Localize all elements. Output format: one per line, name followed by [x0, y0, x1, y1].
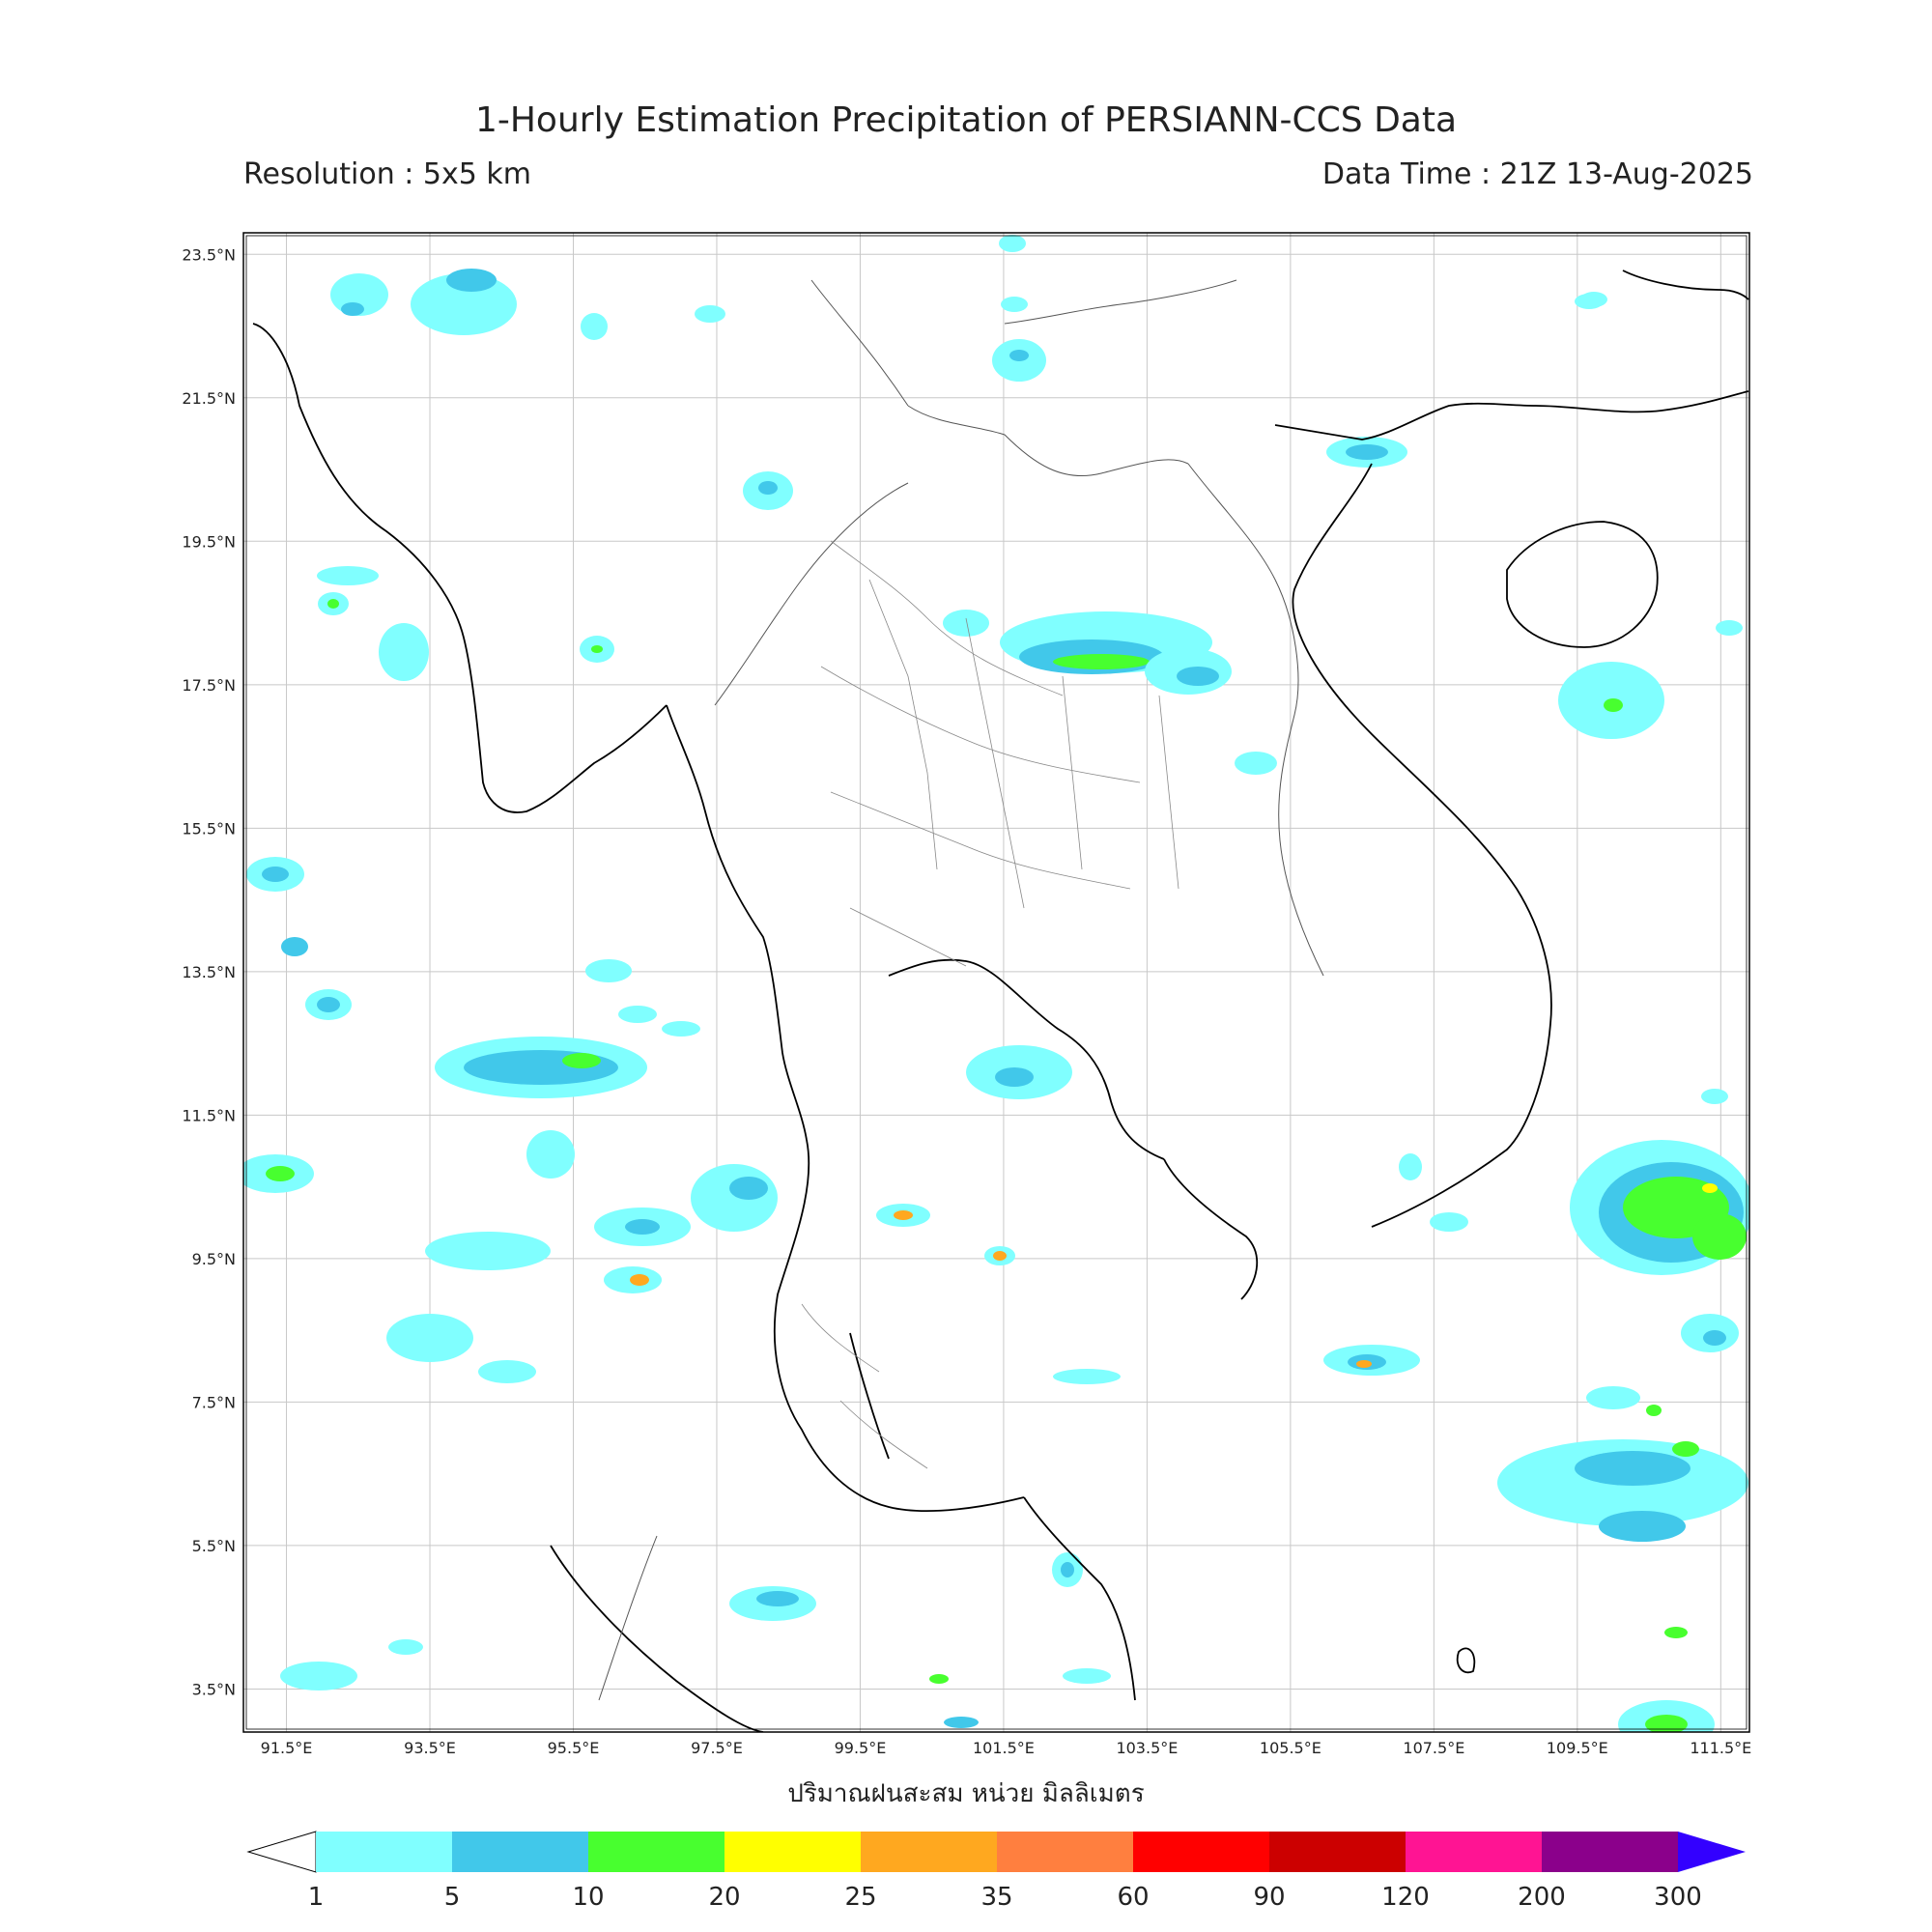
country-borders [598, 279, 1324, 1701]
rain-patch [330, 269, 725, 340]
colorbar-segment [588, 1832, 724, 1872]
colorbar: 1 5 10 20 25 35 60 90 120 200 300 [246, 1831, 1746, 1912]
colorbar-segment [316, 1832, 452, 1872]
lon-tick-label: 103.5°E [1116, 1739, 1178, 1757]
lon-tick-label: 99.5°E [835, 1739, 887, 1757]
latitude-labels: 23.5°N 21.5°N 19.5°N 17.5°N 15.5°N 13.5°N 11.5… [182, 245, 236, 1698]
rain-patch [1497, 1386, 1748, 1732]
rain-patch [1323, 1153, 1468, 1376]
lon-tick-label: 91.5°E [261, 1739, 313, 1757]
data-time-label: Data Time : 21Z 13-Aug-2025 [1321, 157, 1753, 191]
lat-tick-label: 13.5°N [182, 963, 236, 981]
colorbar-segment [1542, 1832, 1678, 1872]
lon-tick-label: 109.5°E [1547, 1739, 1608, 1757]
lon-tick-label: 93.5°E [404, 1739, 456, 1757]
gridlines [243, 233, 1749, 1732]
lat-tick-label: 7.5°N [192, 1393, 236, 1411]
lon-tick-label: 101.5°E [973, 1739, 1035, 1757]
lon-tick-label: 95.5°E [548, 1739, 600, 1757]
lat-tick-label: 5.5°N [192, 1537, 236, 1555]
colorbar-segment [452, 1832, 588, 1872]
lat-tick-label: 17.5°N [182, 676, 236, 695]
colorbar-level-label: 200 [1518, 1883, 1566, 1912]
colorbar-segment [997, 1832, 1133, 1872]
rain-patch [317, 471, 793, 681]
colorbar-segment [1406, 1832, 1542, 1872]
lon-tick-label: 105.5°E [1260, 1739, 1321, 1757]
colorbar-level-label: 25 [844, 1883, 876, 1912]
province-borders [801, 540, 1179, 1469]
colorbar-over-arrow [1678, 1832, 1746, 1872]
lon-tick-label: 107.5°E [1403, 1739, 1464, 1757]
lat-tick-label: 23.5°N [182, 245, 236, 264]
rain-patch [992, 235, 1046, 382]
rain-patch [1570, 1089, 1749, 1352]
lat-tick-label: 19.5°N [182, 532, 236, 551]
colorbar-level-label: 5 [444, 1883, 461, 1912]
rain-patch [280, 1552, 1111, 1728]
rain-patch [1326, 294, 1604, 468]
rain-patch [876, 1045, 1121, 1384]
colorbar-segment [861, 1832, 997, 1872]
colorbar-segment [1133, 1832, 1269, 1872]
lat-tick-label: 3.5°N [192, 1680, 236, 1698]
precip-patches [243, 235, 1749, 1732]
colorbar-segment [1269, 1832, 1406, 1872]
longitude-labels: 91.5°E 93.5°E 95.5°E 97.5°E 99.5°E 101.5°E 103… [261, 1739, 1752, 1757]
colorbar-under-arrow [246, 1831, 317, 1873]
colorbar-level-label: 35 [980, 1883, 1012, 1912]
lat-tick-label: 11.5°N [182, 1106, 236, 1124]
rain-patch [243, 857, 778, 1383]
map-frame [242, 232, 1750, 1733]
lat-tick-label: 9.5°N [192, 1250, 236, 1268]
lat-tick-label: 15.5°N [182, 819, 236, 838]
lat-tick-label: 21.5°N [182, 389, 236, 408]
map-content [243, 233, 1749, 1732]
colorbar-level-label: 120 [1381, 1883, 1430, 1912]
lon-tick-label: 111.5°E [1690, 1739, 1751, 1757]
map-title: 1-Hourly Estimation Precipitation of PER… [474, 100, 1458, 140]
coastlines [252, 270, 1749, 1732]
colorbar-level-label: 60 [1117, 1883, 1149, 1912]
resolution-label: Resolution : 5x5 km [243, 157, 531, 191]
rain-patch [943, 610, 1277, 775]
xlabel: ปริมาณฝนสะสม หน่วย มิลลิเมตร [787, 1779, 1145, 1808]
colorbar-level-label: 20 [708, 1883, 740, 1912]
colorbar-level-label: 1 [308, 1883, 325, 1912]
colorbar-level-label: 300 [1654, 1883, 1702, 1912]
lon-tick-label: 97.5°E [691, 1739, 743, 1757]
colorbar-segment [724, 1832, 861, 1872]
colorbar-level-label: 90 [1253, 1883, 1285, 1912]
rain-patch [1558, 292, 1743, 739]
colorbar-level-label: 10 [572, 1883, 604, 1912]
